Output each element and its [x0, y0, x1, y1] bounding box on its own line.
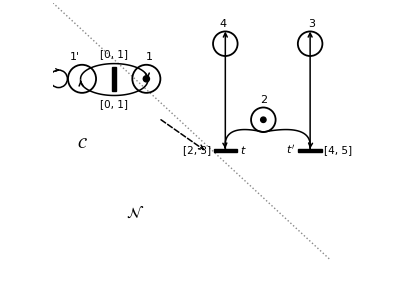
Circle shape — [261, 117, 266, 122]
Text: 1: 1 — [146, 52, 153, 62]
Text: 3: 3 — [308, 19, 315, 29]
Bar — [112, 67, 116, 91]
Text: $t'$: $t'$ — [286, 143, 295, 156]
Text: $t$: $t$ — [240, 144, 247, 156]
Text: 2: 2 — [260, 95, 267, 105]
Text: [4, 5]: [4, 5] — [324, 145, 352, 155]
Circle shape — [143, 76, 149, 82]
Bar — [214, 149, 237, 152]
Text: [2, 3]: [2, 3] — [183, 145, 211, 155]
Text: $\mathcal{N}$: $\mathcal{N}$ — [125, 206, 144, 221]
Text: 4: 4 — [219, 19, 226, 29]
Bar — [298, 149, 322, 152]
Text: [0, 1]: [0, 1] — [100, 99, 128, 109]
Text: [0, 1]: [0, 1] — [100, 49, 128, 59]
Text: $\mathcal{C}$: $\mathcal{C}$ — [76, 136, 88, 151]
Text: 1': 1' — [70, 52, 80, 62]
